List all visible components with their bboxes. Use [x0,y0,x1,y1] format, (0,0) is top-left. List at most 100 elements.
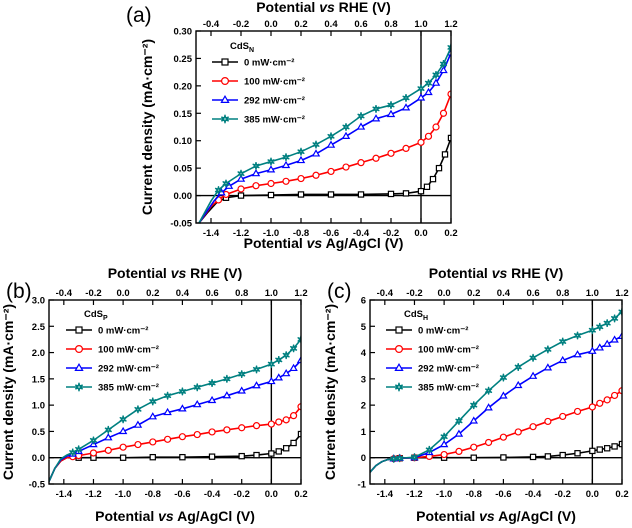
series-2-point [281,369,291,377]
y-tick-label: 4 [361,348,367,359]
legend-label-2: 292 mW·cm⁻² [244,96,305,107]
sample-label: CdSP [84,309,108,322]
legend-label-1: 100 mW·cm⁻² [418,345,479,356]
y-tick-label: 0.10 [174,136,193,147]
series-2-point [311,149,321,157]
panel-label: (c) [327,280,352,303]
series-0-point [441,151,449,158]
series-2-point [296,355,301,364]
series-0-point [208,453,216,460]
series-1-point [440,450,448,459]
series-line-3 [198,47,451,223]
series-0-point [179,453,186,461]
series-3-point [455,416,463,425]
series-0-point [574,450,581,457]
series-2-point [148,412,158,420]
series-3-point [402,94,410,102]
series-0-point [618,440,622,448]
series-2-point [237,386,246,394]
series-2-point [499,391,508,399]
legend-label-3: 385 mW·cm⁻² [244,115,305,126]
y-tick-label: 5 [361,322,367,333]
series-2-point [163,407,172,416]
series-2-point [386,109,396,118]
legend-marker-0 [221,58,229,66]
series-1-point [470,443,478,451]
x2-axis-title: Potential vs RHE (V) [108,265,243,281]
series-2-point [431,78,441,86]
x-tick-label: -1.2 [85,489,101,500]
x-tick-label: -0.2 [555,489,571,500]
series-2-point [617,331,622,339]
series-3-point [432,70,440,79]
series-line-1 [198,93,451,223]
series-0-point [429,175,437,183]
series-2-point [401,103,411,111]
x2-tick-label: 1.2 [615,288,628,299]
x-tick-label: -1.4 [56,489,73,500]
legend-label-0: 0 mW·cm⁻² [98,326,148,337]
x-tick-label: -0.8 [293,228,309,239]
series-3-point [499,373,508,382]
series-1-point [596,399,604,407]
x-tick-label: -1.0 [115,489,131,500]
series-2-point [371,114,381,122]
y-tick-label: 0.30 [174,27,193,38]
series-1-point [573,407,582,416]
legend-marker-2 [220,95,230,104]
ticks: -1.4 -1.2 -1.0 -0.8 -0.6 -0.4 -0.2 0.0 0.2 -0.5 0.… [29,288,308,500]
y-tick-label: 1 [361,427,367,438]
x2-tick-label: 0.2 [146,288,159,299]
series-1-point [119,443,127,451]
series-0-point [119,454,127,461]
series-2-point [454,429,464,437]
series-2-point [528,371,538,379]
series-3-point [275,356,283,364]
x-tick-label: -0.6 [495,489,511,500]
series-0-point [275,448,282,455]
x2-tick-label: 0.4 [497,288,511,299]
series-1-point [559,412,567,421]
series-2-point [602,339,612,347]
series-3-point [425,445,433,454]
series-0-point [544,453,552,460]
series-3-point [327,132,335,141]
y-tick-label: 1.0 [32,401,45,412]
x2-tick-label: 0.8 [556,288,569,299]
legend: 0 mW·cm⁻² 100 mW·cm⁻² 292 mW·cm⁻² 385 mW·cm… [66,326,159,394]
series-2-point [222,391,232,399]
series-0-point [402,190,410,197]
series-0-point [282,445,290,452]
series-group [49,335,301,482]
y-tick-label: 0.00 [174,191,193,202]
y-axis-title: Current density (mA·cm⁻²) [0,304,16,480]
series-2-point [133,420,143,428]
series-3-point [237,169,245,178]
series-3-point [573,331,582,340]
x2-tick-label: 0.6 [526,288,539,299]
series-0-point [603,445,611,452]
y-tick-label: 6 [361,296,366,307]
legend-label-1: 100 mW·cm⁻² [98,345,159,356]
y-tick-label: 2.0 [32,348,45,359]
series-3-point [208,379,216,387]
x2-axis-title: Potential vs RHE (V) [256,0,391,15]
series-2-point [484,403,493,411]
ticks: -1.4 -1.2 -1.0 -0.8 -0.6 -0.4 -0.2 0.0 0.2 -1 0 1 2 3… [358,288,629,500]
series-group [198,43,451,223]
series-3-point [372,104,380,113]
series-1-point [297,174,305,183]
legend-marker-0 [395,326,403,334]
x2-tick-label: 1.0 [265,288,278,299]
x2-axis-title: Potential vs RHE (V) [429,265,564,281]
series-2-point [543,363,553,371]
series-3-point [559,337,567,346]
x-tick-label: 0.0 [265,489,278,500]
series-3-point [470,401,478,410]
x2-tick-label: -0.4 [377,288,394,299]
legend-marker-1 [74,345,83,354]
series-0-point [435,164,443,172]
series-0-point [470,454,477,461]
series-2-point [439,65,448,74]
